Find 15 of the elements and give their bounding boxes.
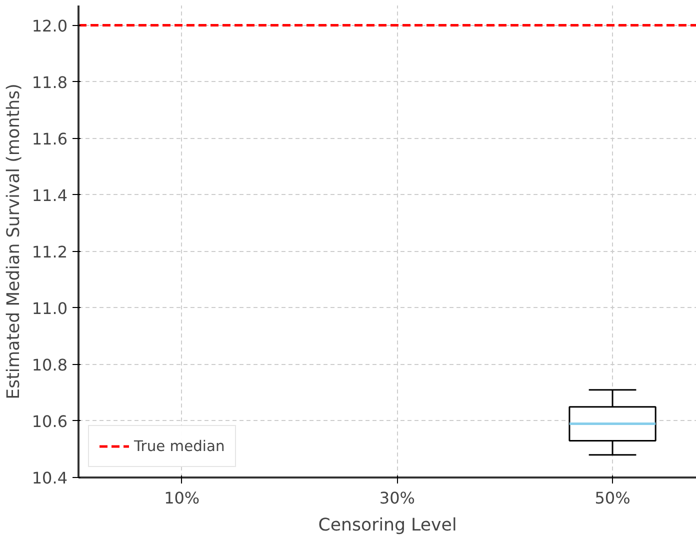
x-tick-label: 50%: [594, 488, 630, 508]
y-tick-label: 10.8: [32, 355, 68, 374]
y-tick-label: 12.0: [32, 16, 68, 36]
y-tick-label: 11.0: [32, 298, 68, 318]
y-tick-label: 11.6: [32, 129, 68, 148]
x-tick-label: 10%: [164, 488, 200, 508]
y-tick-label: 10.6: [32, 412, 68, 431]
y-tick-label: 10.4: [32, 468, 68, 488]
x-axis-title: Censoring Level: [318, 516, 457, 536]
legend-label: True median: [134, 438, 225, 454]
y-tick-label: 11.2: [32, 242, 68, 262]
y-tick-label: 11.8: [32, 72, 68, 92]
x-tick-label: 30%: [379, 488, 415, 508]
y-axis-title: Estimated Median Survival (months): [4, 84, 24, 400]
y-tick-label: 11.4: [32, 186, 68, 205]
